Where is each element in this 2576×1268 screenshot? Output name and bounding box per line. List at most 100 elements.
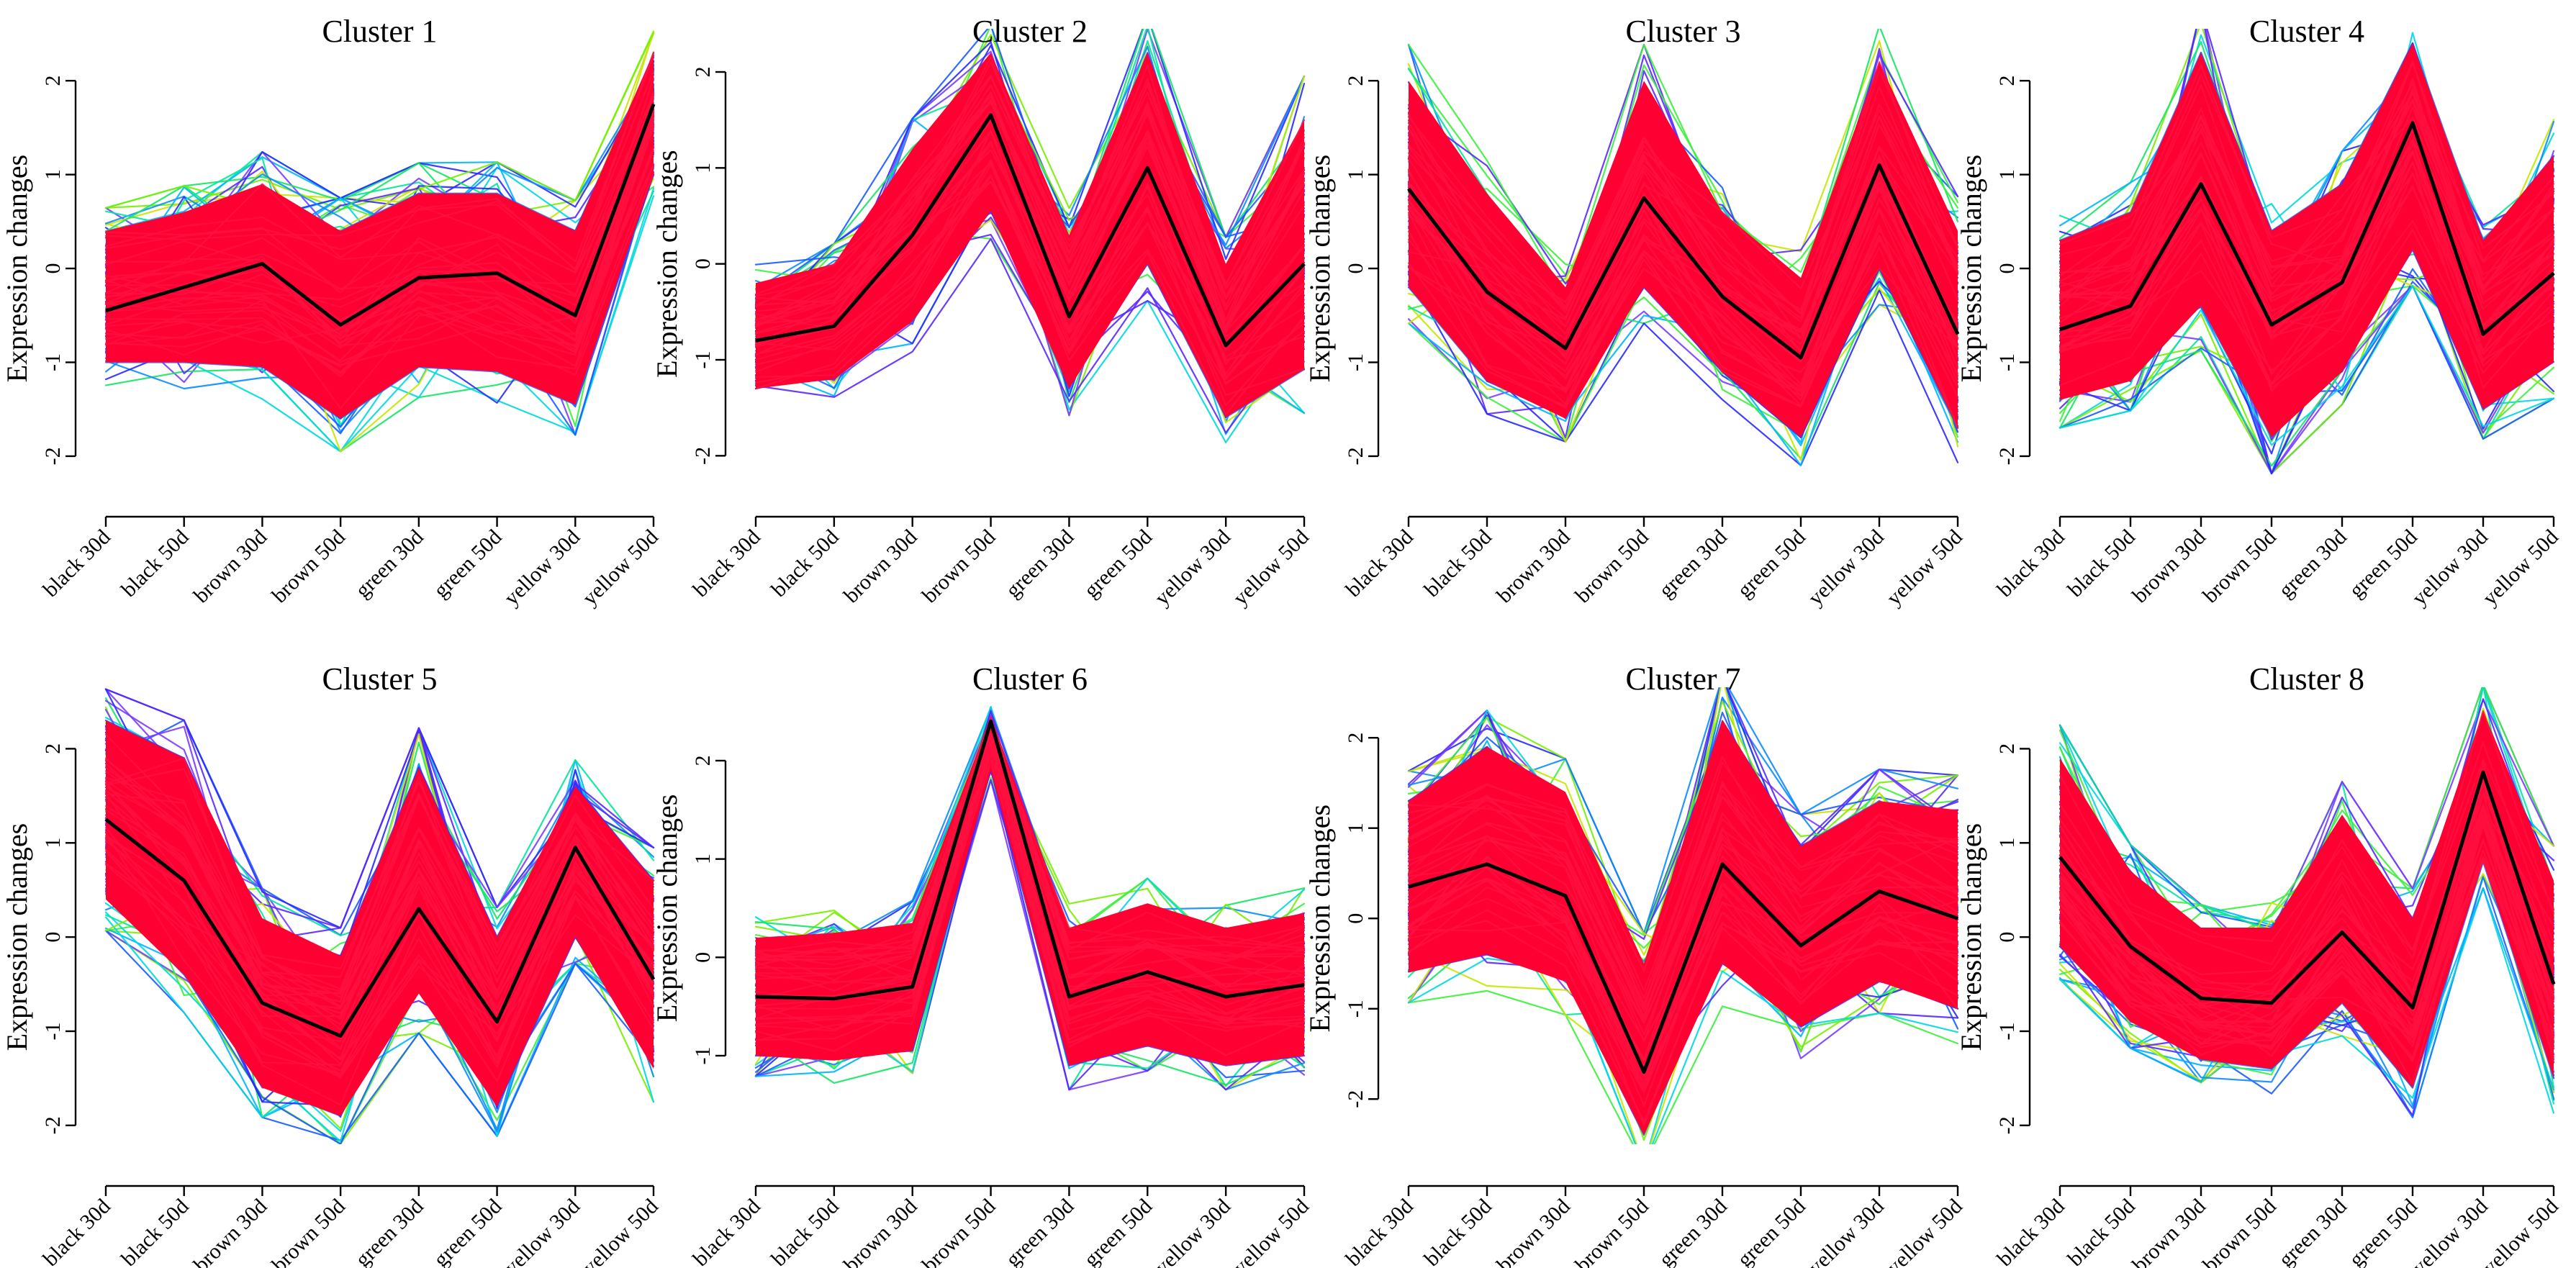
x-tick-label: black 30d (689, 525, 765, 602)
y-tick-label: 0 (1995, 932, 2019, 943)
y-axis-label: Expression changes (1, 155, 33, 383)
gene-profile-line (754, 101, 1306, 306)
gene-profile-line (1407, 957, 1959, 1144)
gene-profile-line (1407, 826, 1959, 1061)
gene-profile-line (1407, 900, 1959, 1094)
gene-profile-line (104, 108, 655, 345)
gene-profile-line (1407, 146, 1959, 356)
gene-profile-line (104, 150, 655, 356)
gene-profile-line (2058, 127, 2555, 325)
x-tick-label: black 50d (767, 1195, 843, 1268)
gene-profile-line (1407, 781, 1959, 1021)
x-tick-label: black 50d (2064, 1195, 2140, 1268)
panel-title: Cluster 8 (2249, 661, 2364, 697)
x-tick-label: green 30d (1001, 1195, 1079, 1268)
gene-profile-line (2058, 99, 2555, 282)
gene-profile-line (754, 237, 1306, 434)
gene-profile-line (754, 160, 1306, 373)
x-tick-label: green 50d (1080, 1195, 1157, 1268)
gene-profile-line (104, 104, 655, 344)
gene-profile-line (754, 110, 1306, 338)
gene-profile-line (104, 187, 655, 453)
gene-profile-line (1407, 783, 1959, 992)
x-tick-label: black 50d (1420, 1195, 1496, 1268)
gene-profile-line (754, 160, 1306, 381)
gene-profile-line (754, 175, 1306, 386)
gene-profile-line (104, 809, 655, 1049)
centroid-line (2059, 121, 2555, 336)
gene-profile-line (1407, 186, 1959, 392)
gene-profile-line (1407, 869, 1959, 1085)
y-tick-label: -2 (41, 1116, 65, 1134)
x-tick-label: brown 30d (839, 525, 922, 608)
gene-profile-line (104, 51, 655, 294)
gene-profile-line (1407, 877, 1959, 1090)
gene-profile-line (1407, 796, 1959, 1013)
x-tick-label: black 30d (39, 525, 115, 602)
x-tick-label: black 50d (767, 525, 843, 602)
y-tick-label: -1 (1995, 353, 2019, 371)
plot-area (1407, 687, 1959, 1144)
gene-profile-line (754, 716, 1306, 961)
x-tick-label: black 30d (1342, 1195, 1418, 1268)
y-axis-label: Expression changes (1955, 823, 1987, 1051)
x-tick-label: brown 50d (2198, 525, 2281, 608)
y-tick-label: -1 (691, 1047, 715, 1065)
gene-profile-line (2058, 860, 2555, 1056)
gene-profile-line (1407, 123, 1959, 345)
gene-profile-line (104, 758, 655, 1025)
y-tick-label: 1 (1344, 169, 1368, 180)
gene-profile-line (1407, 225, 1959, 429)
x-tick-label: black 30d (1993, 1195, 2069, 1268)
y-tick-label: 2 (1995, 76, 2019, 86)
gene-profile-line (2058, 807, 2555, 1005)
gene-profile-line (104, 763, 655, 1009)
y-tick-label: 2 (691, 756, 715, 766)
x-tick-label: brown 50d (267, 1195, 350, 1268)
gene-profile-line (2058, 172, 2555, 376)
gene-profile-line (2058, 64, 2555, 288)
y-tick-label: 1 (691, 163, 715, 173)
gene-profile-line (1407, 168, 1959, 391)
x-tick-label: yellow 50d (2478, 1195, 2563, 1268)
centroid-line (104, 818, 656, 1038)
gene-profile-line (104, 124, 655, 353)
gene-profile-line (2058, 807, 2555, 985)
y-tick-label: 2 (41, 743, 65, 754)
x-tick-label: green 30d (2274, 1195, 2351, 1268)
gene-profile-line (104, 113, 655, 324)
x-tick-label: black 30d (689, 1195, 765, 1268)
y-axis-label: Expression changes (651, 794, 683, 1023)
x-tick-label: yellow 30d (2408, 525, 2493, 610)
gene-profile-line (2058, 741, 2555, 966)
y-axis-label: Expression changes (1, 823, 33, 1051)
gene-profile-line (104, 779, 655, 1015)
x-tick-label: brown 30d (2128, 525, 2210, 608)
y-tick-label: 0 (691, 952, 715, 963)
y-axis-label: Expression changes (1303, 805, 1336, 1033)
panel-title: Cluster 5 (322, 661, 437, 697)
gene-profile-line (754, 730, 1306, 982)
centroid-line (1407, 163, 1960, 360)
x-tick-label: brown 50d (267, 525, 350, 608)
x-tick-label: yellow 30d (2408, 1195, 2493, 1268)
x-tick-label: green 30d (1654, 1195, 1732, 1268)
x-tick-label: brown 30d (2128, 1195, 2210, 1268)
y-tick-label: 2 (41, 76, 65, 86)
gene-profile-line (1407, 116, 1959, 339)
y-tick-label: 2 (1995, 743, 2019, 754)
x-tick-label: yellow 50d (1229, 1195, 1314, 1268)
x-tick-label: black 50d (1420, 525, 1496, 602)
plot-area (104, 30, 655, 453)
plot-area (104, 688, 655, 1144)
gene-profile-line (1407, 69, 1959, 320)
panel-title: Cluster 6 (972, 661, 1088, 697)
gene-profile-line (754, 761, 1306, 1048)
y-tick-label: 2 (1344, 733, 1368, 743)
gene-profile-line (104, 147, 655, 373)
plot-area (754, 706, 1306, 1091)
